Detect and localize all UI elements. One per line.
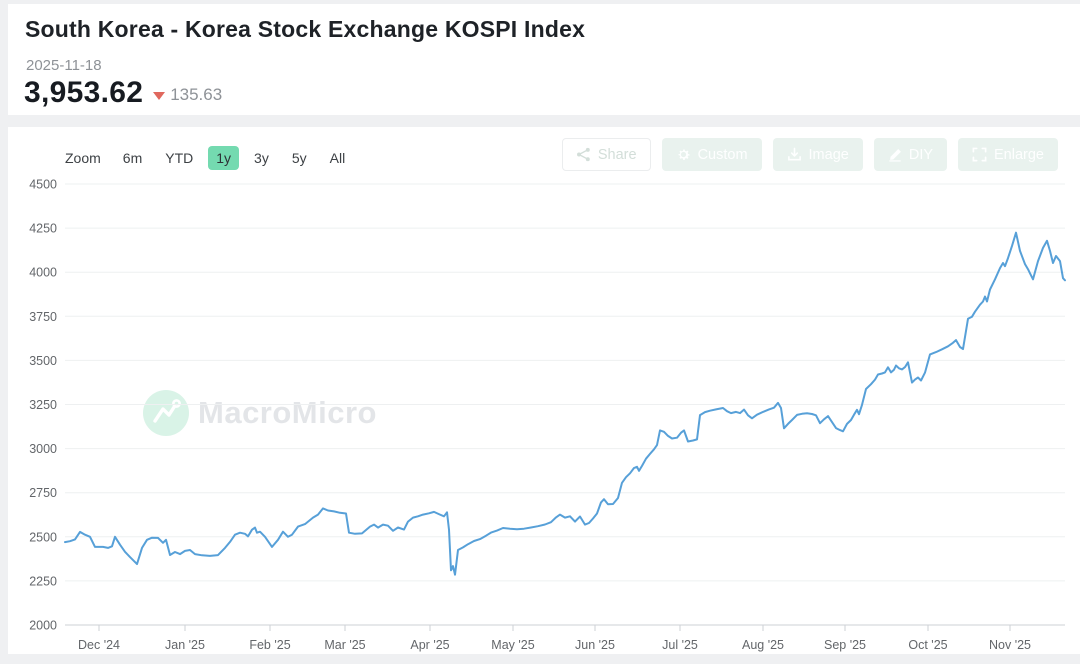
share-button[interactable]: Share — [561, 138, 651, 171]
range-3y[interactable]: 3y — [254, 150, 269, 166]
chart-plot-area[interactable] — [65, 170, 1065, 625]
action-button-label: Share — [597, 146, 637, 163]
range-all[interactable]: All — [329, 150, 346, 166]
expand-icon — [972, 147, 987, 162]
download-icon — [787, 147, 802, 162]
action-button-label: Enlarge — [994, 146, 1044, 163]
quote-date: 2025-11-18 — [26, 57, 102, 74]
range-1y[interactable]: 1y — [208, 146, 240, 170]
range-6m[interactable]: 6m — [122, 150, 143, 166]
page-title: South Korea - Korea Stock Exchange KOSPI… — [25, 16, 586, 42]
quote-header-card: South Korea - Korea Stock Exchange KOSPI… — [8, 4, 1080, 115]
quote-change: 135.63 — [170, 84, 223, 104]
gear-icon — [676, 147, 691, 162]
action-button-label: DIY — [908, 146, 934, 163]
enlarge-button[interactable]: Enlarge — [958, 138, 1058, 171]
range-5y[interactable]: 5y — [291, 150, 307, 166]
image-button[interactable]: Image — [772, 138, 863, 171]
down-triangle-icon — [153, 92, 166, 100]
action-button-label: Image — [808, 146, 849, 163]
range-ytd[interactable]: YTD — [165, 150, 194, 166]
quote-row: 3,953.62 135.63 — [24, 76, 222, 110]
pencil-icon — [888, 148, 902, 162]
action-button-label: Custom — [697, 146, 748, 163]
range-selector: Zoom 6m YTD 1y 3y 5y All — [65, 146, 360, 170]
diy-button[interactable]: DIY — [873, 138, 948, 171]
quote-value: 3,953.62 — [24, 76, 144, 109]
action-bar: Share Custom Image DIY Enlarge — [561, 138, 1058, 171]
zoom-label: Zoom — [65, 150, 101, 166]
share-icon — [576, 147, 591, 162]
custom-button[interactable]: Custom — [661, 138, 762, 171]
